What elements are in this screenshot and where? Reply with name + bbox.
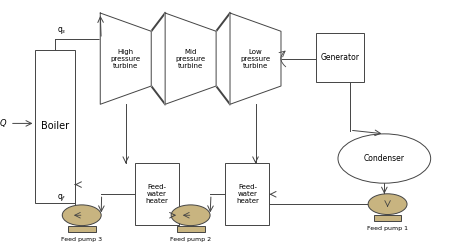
Text: Boiler: Boiler (41, 122, 69, 131)
Bar (374, 215, 401, 221)
Circle shape (171, 205, 210, 226)
Bar (225, 163, 269, 225)
Circle shape (368, 194, 407, 215)
Text: Feed-
water
heater: Feed- water heater (146, 184, 168, 204)
Polygon shape (230, 13, 281, 104)
Text: Feed pump 2: Feed pump 2 (170, 237, 211, 242)
Text: q$_f$: q$_f$ (57, 192, 67, 203)
Circle shape (62, 205, 101, 226)
Text: Low
pressure
turbine: Low pressure turbine (240, 49, 271, 69)
Bar (36, 50, 75, 203)
Text: Feed-
water
heater: Feed- water heater (236, 184, 259, 204)
Text: Generator: Generator (320, 53, 360, 62)
Text: q$_s$: q$_s$ (57, 26, 67, 36)
Polygon shape (100, 13, 151, 104)
Bar (68, 226, 96, 232)
Text: Mid
pressure
turbine: Mid pressure turbine (175, 49, 206, 69)
Bar (177, 226, 204, 232)
Text: Q: Q (0, 119, 7, 128)
Bar (316, 33, 365, 82)
Bar (135, 163, 179, 225)
Polygon shape (165, 13, 216, 104)
Circle shape (338, 134, 431, 183)
Text: High
pressure
turbine: High pressure turbine (111, 49, 141, 69)
Text: Condenser: Condenser (364, 154, 405, 163)
Text: Feed pump 3: Feed pump 3 (61, 237, 102, 242)
Text: Feed pump 1: Feed pump 1 (367, 226, 408, 231)
